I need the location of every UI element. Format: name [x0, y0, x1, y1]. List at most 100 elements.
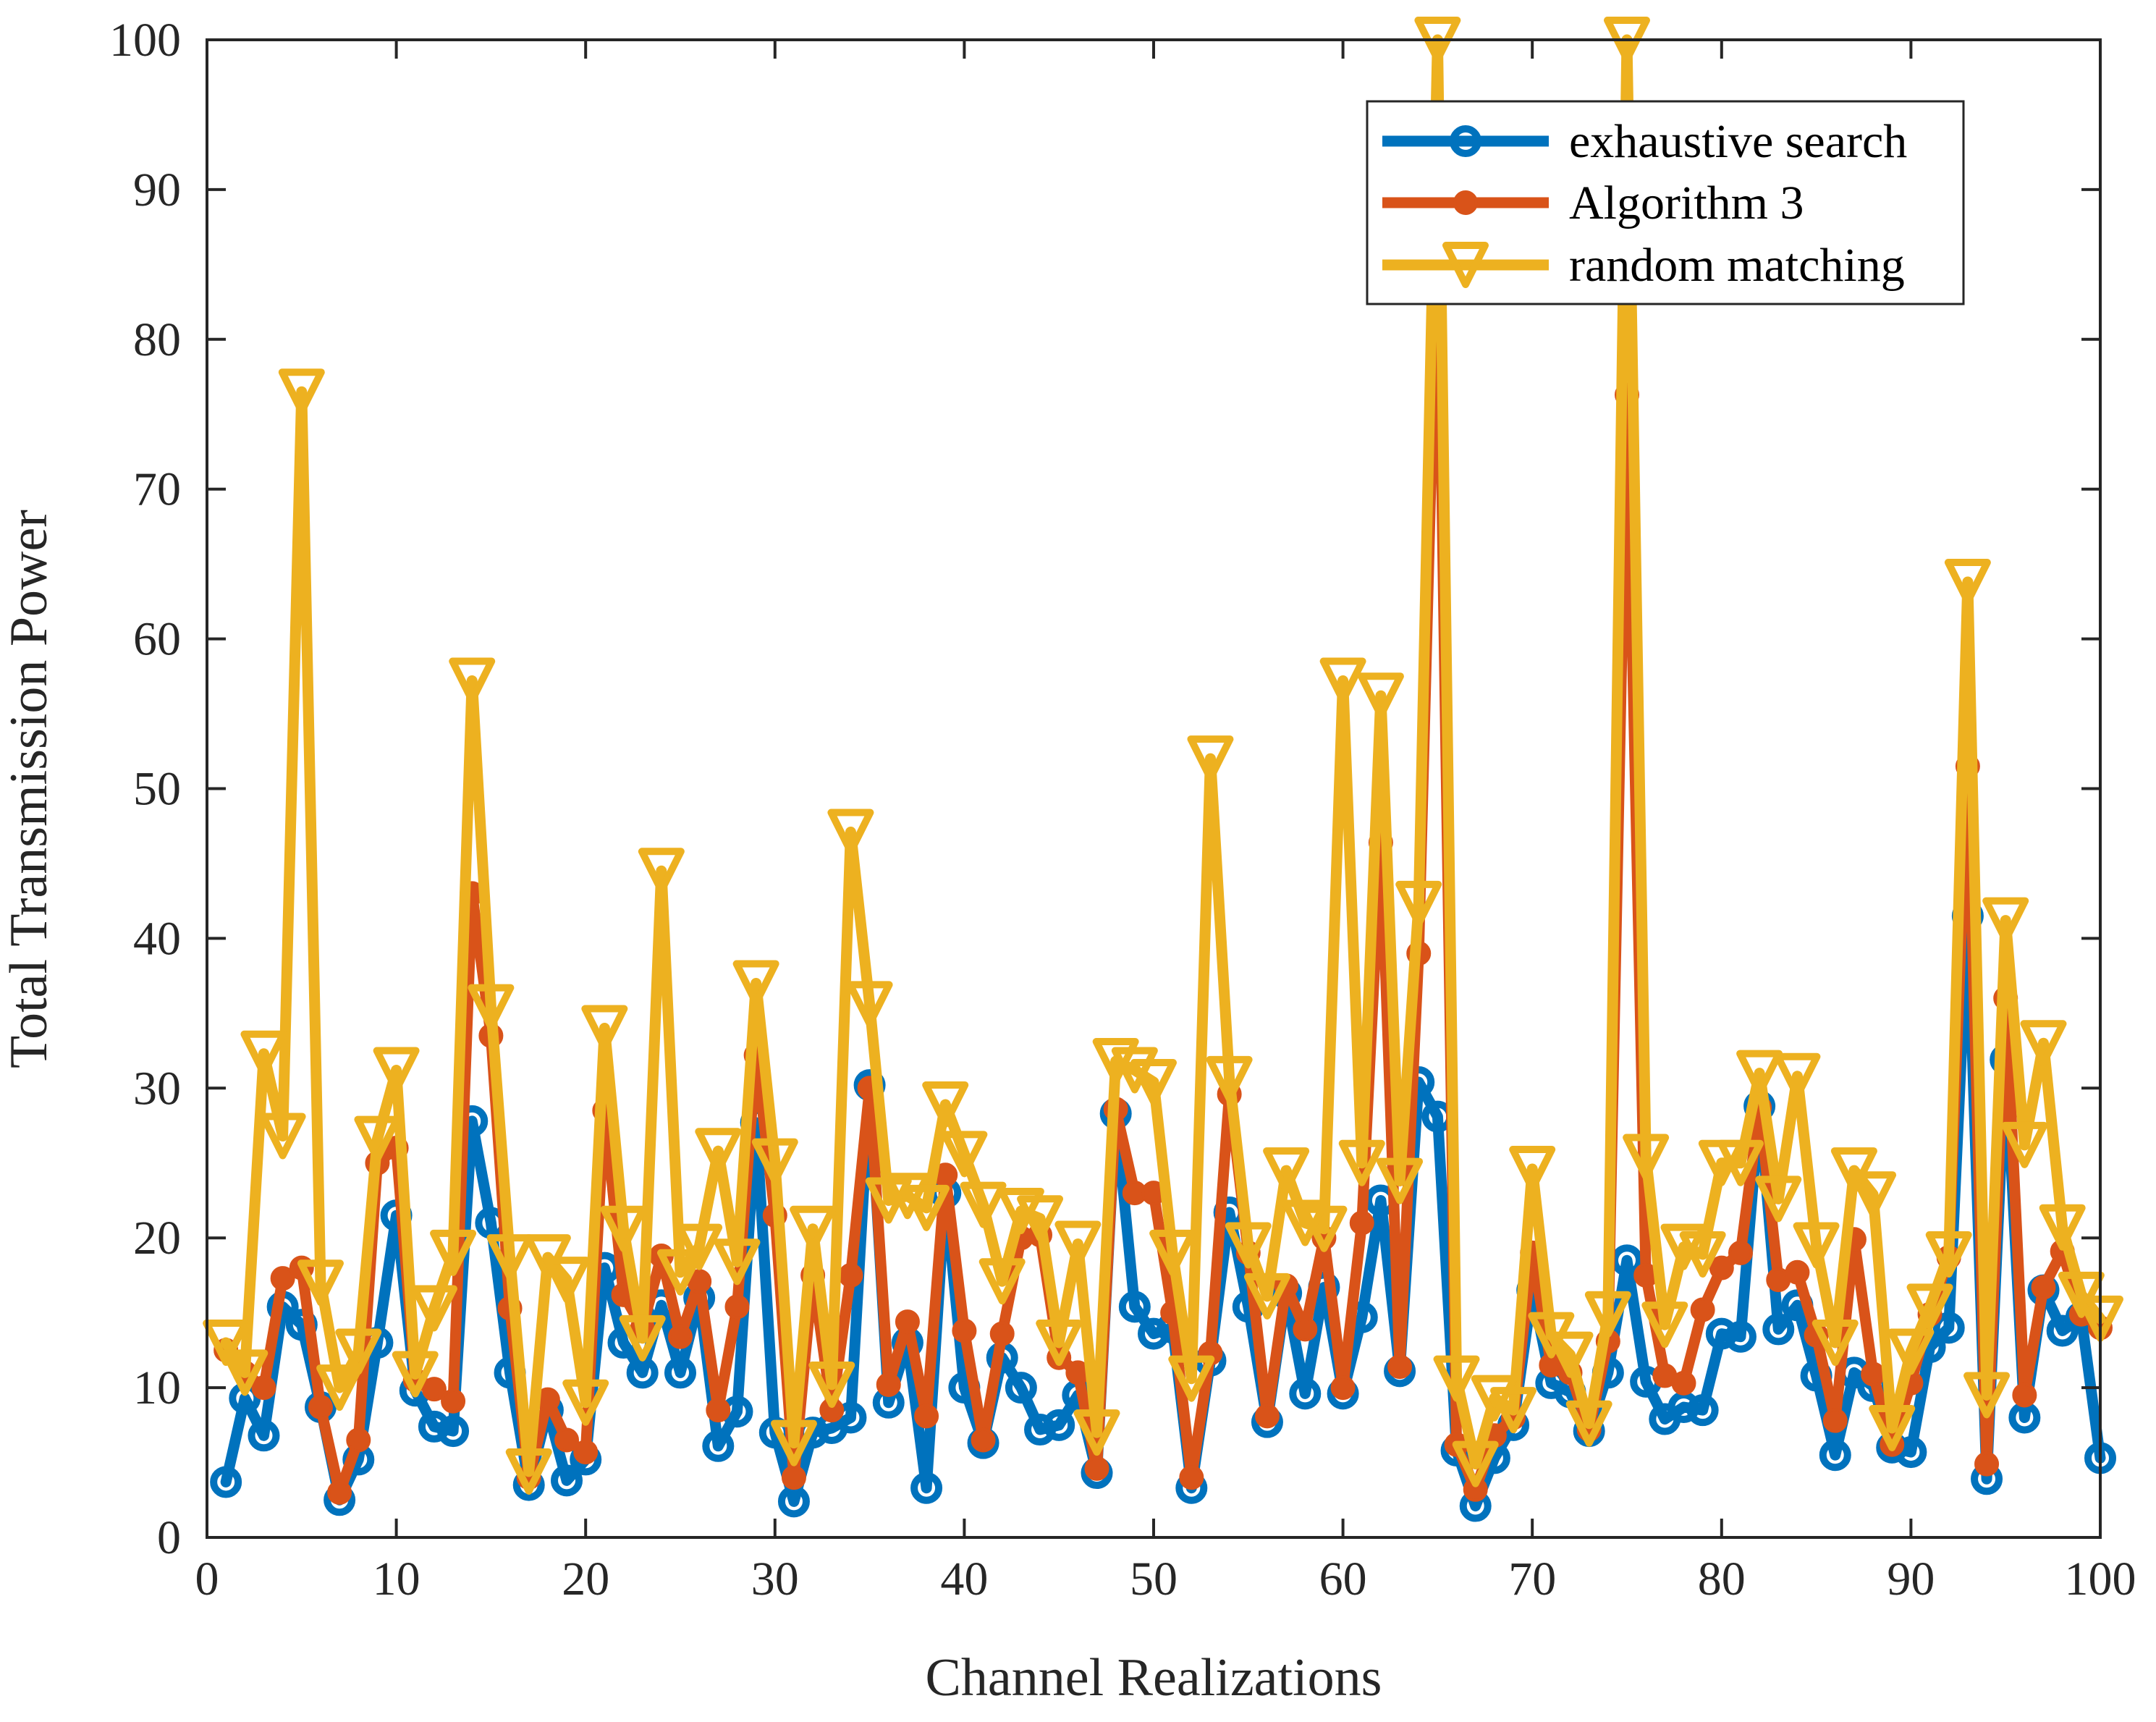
x-tick-label: 10	[373, 1553, 420, 1605]
series-3-point	[1660, 1223, 1707, 1270]
series-2-point	[1084, 1456, 1109, 1481]
series-3-point	[1963, 1372, 2011, 1419]
series-1-point	[664, 1356, 696, 1389]
series-2-point	[573, 1440, 599, 1465]
series-2-point	[971, 1427, 996, 1453]
series-2-point	[421, 1377, 447, 1402]
series-3-point	[751, 1138, 798, 1185]
series-3-point	[203, 1320, 250, 1367]
series-3-point	[1944, 558, 1991, 605]
series-2-point	[1822, 1408, 1848, 1433]
series-3-point	[1243, 1272, 1290, 1320]
series-3-point	[259, 1113, 306, 1160]
series-3-point	[1774, 1052, 1821, 1100]
series-3-point	[392, 1351, 439, 1398]
series-2-point	[1974, 1451, 2000, 1477]
series-1-point	[1724, 1320, 1756, 1353]
y-axis-title: Total Transmission Power	[0, 510, 59, 1068]
series-3-point	[1925, 1231, 1972, 1278]
series-3-point	[373, 1047, 420, 1094]
series-2-point	[781, 1465, 806, 1490]
series-2-point	[1785, 1259, 1810, 1285]
x-tick-label: 20	[562, 1553, 609, 1605]
series-1-point	[1043, 1409, 1075, 1441]
series-3-point	[1490, 1387, 1537, 1434]
series-1-point	[1024, 1414, 1057, 1446]
series-3-point	[714, 1238, 761, 1286]
series-1-point	[437, 1415, 470, 1448]
y-tick-label: 90	[133, 164, 181, 216]
series-3-point	[1301, 1205, 1348, 1252]
series-layer	[203, 17, 2123, 1522]
legend-label: exhaustive search	[1569, 115, 1907, 168]
x-tick-label: 90	[1887, 1553, 1935, 1605]
series-3-point	[221, 1349, 269, 1396]
series-2-point	[989, 1321, 1015, 1346]
series-3-point	[1338, 1139, 1385, 1186]
series-1-point	[1819, 1439, 1851, 1472]
series-3	[203, 17, 2123, 1495]
series-2-point	[952, 1318, 977, 1343]
series-1-point	[418, 1410, 450, 1443]
axis-ticks: 0 10 20 30 40 50 60 70 80 90 100 0 10 20 30 40 50 60 70 80 9…	[109, 14, 2136, 1605]
series-3-point	[1149, 1229, 1196, 1276]
series-3-point	[1641, 1301, 1688, 1349]
series-3-point	[997, 1187, 1044, 1234]
series-3-point	[1395, 880, 1442, 927]
series-2-point	[2031, 1275, 2056, 1300]
series-2-point	[327, 1480, 352, 1505]
y-tick-label: 20	[133, 1212, 181, 1265]
series-3-point	[544, 1257, 591, 1304]
series-3-point	[316, 1364, 363, 1411]
series-3-point	[922, 1081, 969, 1128]
series-3-point	[2039, 1204, 2086, 1251]
y-tick-label: 70	[133, 463, 181, 516]
series-3-point	[1547, 1331, 1594, 1378]
x-tick-label: 80	[1698, 1553, 1746, 1605]
series-3-point	[1736, 1050, 1783, 1097]
x-tick-label: 0	[195, 1553, 219, 1605]
series-3-point	[1755, 1176, 1802, 1223]
series-2-point	[838, 1262, 863, 1288]
series-2-point	[270, 1266, 295, 1291]
legend-marker	[1442, 242, 1489, 288]
series-3-point	[505, 1448, 552, 1495]
series-2-point	[668, 1324, 693, 1349]
series-2-point	[706, 1398, 731, 1423]
series-2-point	[724, 1294, 750, 1320]
series-3-point	[790, 1205, 837, 1252]
x-tick-label: 40	[940, 1553, 988, 1605]
series-1-point	[210, 1466, 242, 1498]
legend-marker	[1450, 125, 1481, 157]
series-3-point	[1319, 657, 1366, 704]
series-3-point	[1092, 1038, 1139, 1085]
series-2-point	[1179, 1465, 1204, 1490]
series-3-point	[960, 1181, 1007, 1228]
series-3-point	[941, 1131, 988, 1178]
series-1-point	[1932, 1312, 1965, 1344]
series-3-point	[449, 657, 496, 704]
series-3-point	[1225, 1222, 1272, 1269]
legend-entries: exhaustive search Algorithm 3 random match…	[1382, 115, 1907, 292]
series-2-point	[1728, 1240, 1753, 1265]
y-tick-label: 80	[133, 313, 181, 366]
series-1-point	[1005, 1372, 1037, 1404]
series-3-point	[297, 1259, 344, 1307]
series-3-point	[1206, 1055, 1253, 1102]
legend-label: random matching	[1569, 239, 1905, 292]
series-2-point	[1254, 1404, 1280, 1429]
series-2-point	[1349, 1210, 1374, 1236]
series-3-point	[1565, 1400, 1612, 1447]
series-3-point	[562, 1379, 609, 1426]
series-3-point	[1130, 1059, 1177, 1106]
series-2-point	[895, 1309, 920, 1335]
series-1-point	[910, 1472, 943, 1504]
series-3-point	[1679, 1231, 1726, 1278]
series-3-point	[1357, 672, 1404, 719]
x-tick-label: 50	[1130, 1553, 1178, 1605]
series-3-point	[430, 1229, 477, 1276]
series-2-point	[2012, 1383, 2037, 1408]
y-tick-label: 10	[133, 1362, 181, 1414]
series-3-point	[1982, 897, 2029, 944]
series-1-point	[1118, 1291, 1151, 1323]
